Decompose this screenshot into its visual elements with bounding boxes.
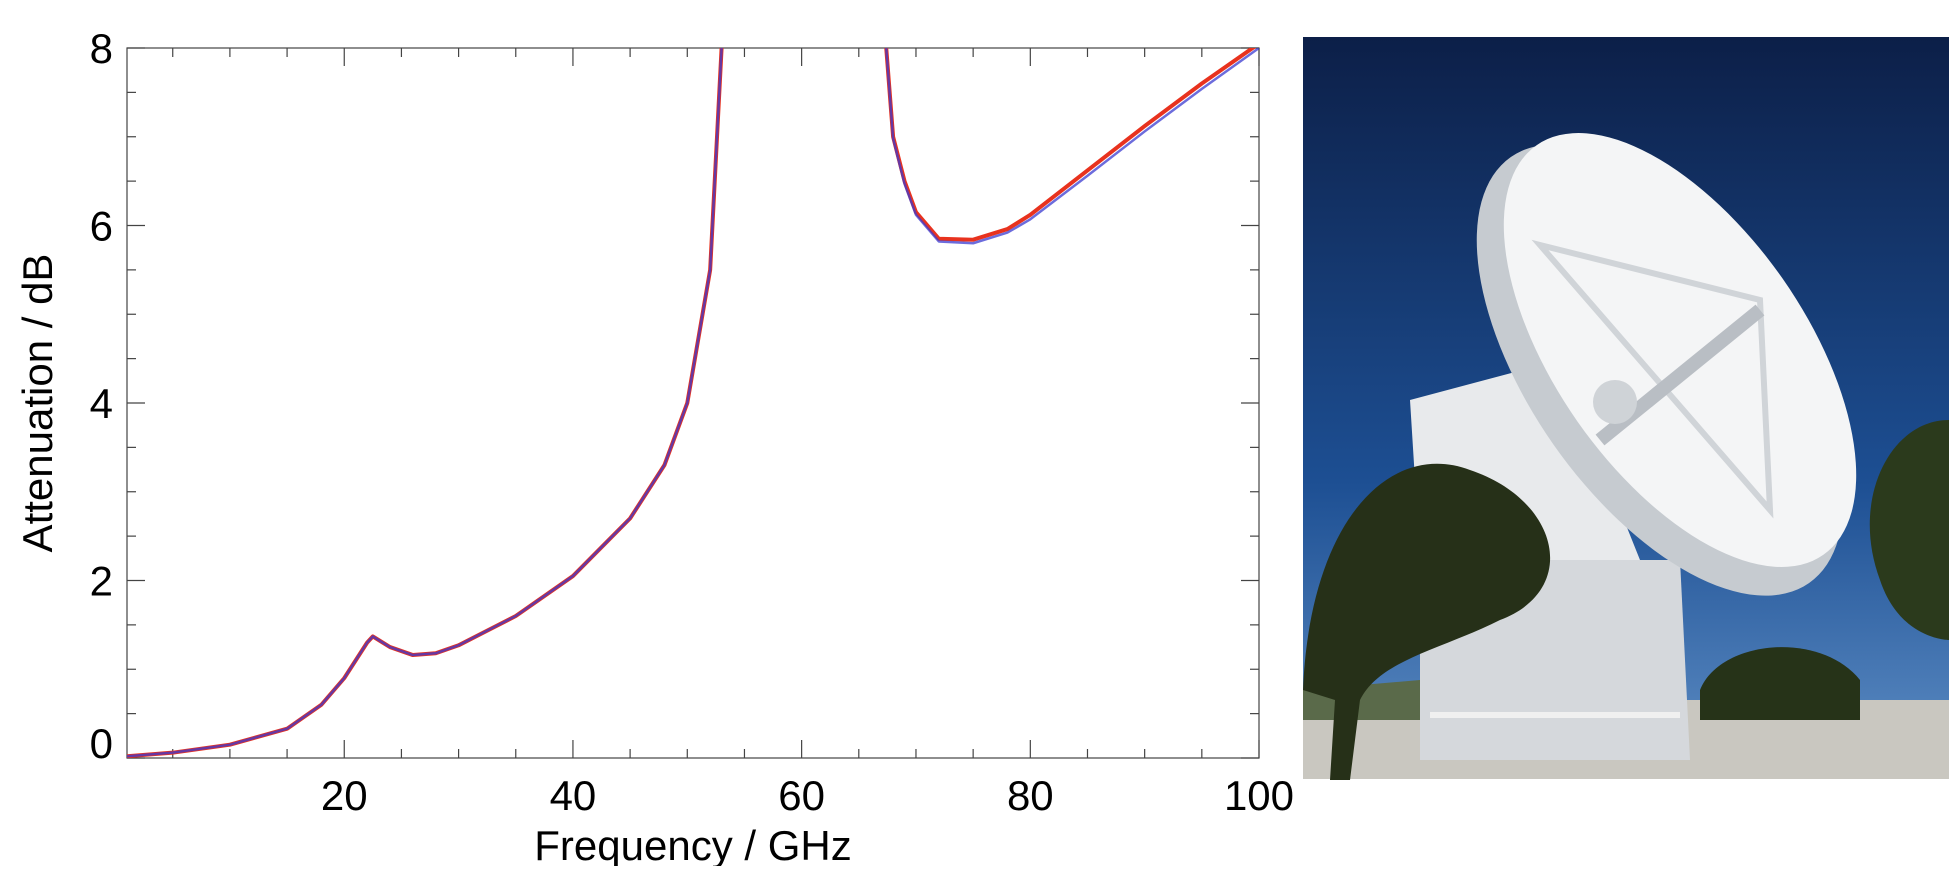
x-axis-label: Frequency / GHz [534,822,851,866]
x-tick-label: 60 [778,772,825,819]
y-axis-label: Attenuation / dB [14,254,61,553]
y-tick-label: 2 [90,558,113,605]
plot: 20 40 60 80 100 0 2 4 6 8 [90,25,1294,819]
plot-frame [126,47,1260,759]
x-tick-label: 80 [1007,772,1054,819]
x-tick-label: 100 [1224,772,1294,819]
series-line [127,48,1257,758]
series-line [127,48,1259,758]
y-tick-label: 6 [90,203,113,250]
telescope-photo [1303,37,1949,780]
y-tick-label: 8 [90,25,113,72]
y-tick-label: 0 [90,720,113,767]
x-tick-label: 40 [550,772,597,819]
y-tick-label: 4 [90,380,113,427]
x-tick-label: 20 [321,772,368,819]
